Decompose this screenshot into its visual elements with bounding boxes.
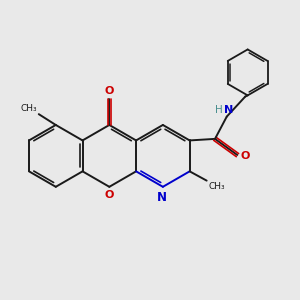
Text: N: N	[157, 191, 167, 204]
Text: H: H	[214, 105, 222, 115]
Text: O: O	[241, 152, 250, 161]
Text: CH₃: CH₃	[20, 104, 37, 113]
Text: O: O	[105, 190, 114, 200]
Text: CH₃: CH₃	[208, 182, 225, 191]
Text: O: O	[105, 86, 114, 96]
Text: N: N	[224, 105, 233, 115]
